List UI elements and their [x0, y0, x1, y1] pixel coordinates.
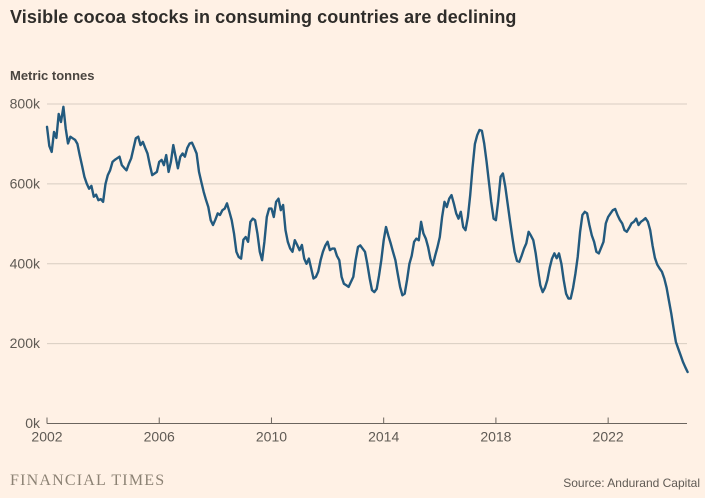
source-attribution: Source: Andurand Capital: [563, 476, 700, 490]
cocoa-stocks-data-line: [45, 105, 689, 374]
chart-title: Visible cocoa stocks in consuming countr…: [10, 7, 517, 27]
y-tick-label: 200k: [10, 335, 41, 351]
x-tick-label: 2010: [256, 429, 287, 445]
financial-times-logo: FINANCIAL TIMES: [10, 472, 166, 489]
y-tick-label: 400k: [10, 255, 41, 271]
x-tick-label: 2002: [31, 429, 62, 445]
x-tick-label: 2018: [480, 429, 511, 445]
y-tick-label: 0k: [25, 415, 41, 431]
x-tick-label: 2014: [368, 429, 399, 445]
x-tick-label: 2022: [593, 429, 624, 445]
y-axis-units-label: Metric tonnes: [10, 68, 95, 83]
y-tick-label: 800k: [10, 96, 41, 112]
x-tick-label: 2006: [144, 429, 175, 445]
y-tick-label: 600k: [10, 175, 41, 191]
